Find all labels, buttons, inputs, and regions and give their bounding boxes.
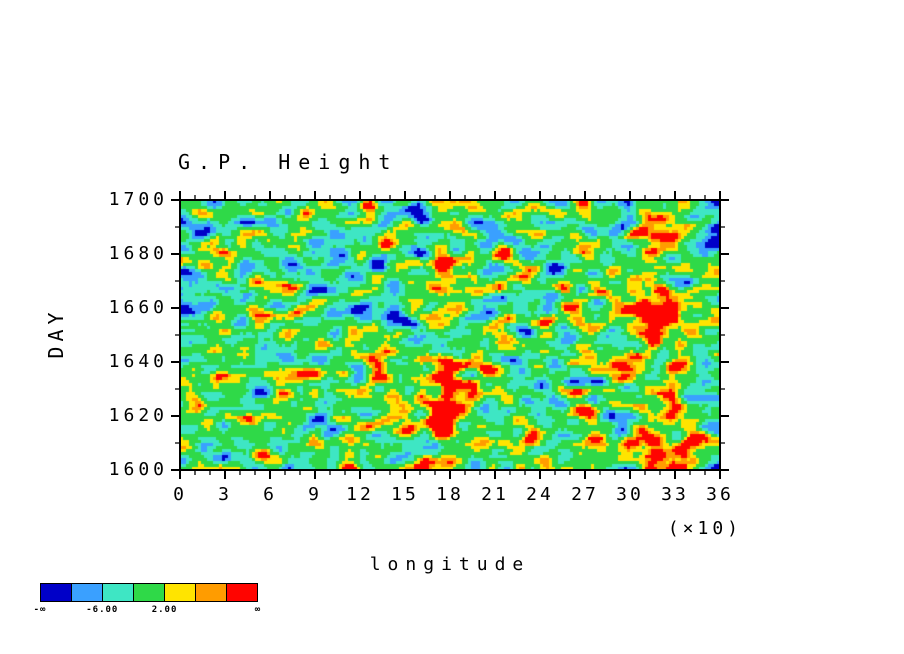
colorbar-tick-label: ∞ bbox=[254, 605, 262, 615]
x-tick-label: 30 bbox=[616, 484, 644, 505]
chart-title: G.P. Height bbox=[178, 150, 399, 174]
y-tick-label: 1620 bbox=[108, 405, 168, 426]
colorbar-segment bbox=[226, 583, 258, 602]
y-tick-label: 1680 bbox=[108, 243, 168, 264]
x-axis-label: longitude bbox=[369, 554, 531, 575]
colorbar-segment bbox=[102, 583, 134, 602]
x-tick-label: 27 bbox=[571, 484, 599, 505]
x-tick-label: 33 bbox=[661, 484, 689, 505]
colorbar-tick-label: -∞ bbox=[33, 605, 47, 615]
x-tick-label: 12 bbox=[346, 484, 374, 505]
colorbar-segment bbox=[71, 583, 103, 602]
x-tick-label: 24 bbox=[526, 484, 554, 505]
x-tick-label: 18 bbox=[436, 484, 464, 505]
colorbar-tick-label: 2.00 bbox=[151, 605, 178, 615]
colorbar-segment bbox=[164, 583, 196, 602]
x-scale-note: (×10) bbox=[667, 518, 742, 539]
y-tick-label: 1600 bbox=[108, 459, 168, 480]
plot-area bbox=[180, 200, 720, 470]
heatmap-canvas bbox=[180, 200, 720, 470]
x-tick-label: 0 bbox=[173, 484, 187, 505]
colorbar-segment bbox=[40, 583, 72, 602]
x-tick-label: 3 bbox=[218, 484, 232, 505]
colorbar-segment bbox=[195, 583, 227, 602]
x-tick-label: 6 bbox=[263, 484, 277, 505]
x-tick-label: 15 bbox=[391, 484, 419, 505]
x-tick-label: 9 bbox=[308, 484, 322, 505]
y-tick-label: 1660 bbox=[108, 297, 168, 318]
colorbar-tick-label: -6.00 bbox=[86, 605, 119, 615]
colorbar-segment bbox=[133, 583, 165, 602]
x-tick-label: 36 bbox=[706, 484, 734, 505]
y-axis-label: DAY bbox=[44, 307, 68, 359]
x-tick-label: 21 bbox=[481, 484, 509, 505]
y-tick-label: 1640 bbox=[108, 351, 168, 372]
y-tick-label: 1700 bbox=[108, 189, 168, 210]
